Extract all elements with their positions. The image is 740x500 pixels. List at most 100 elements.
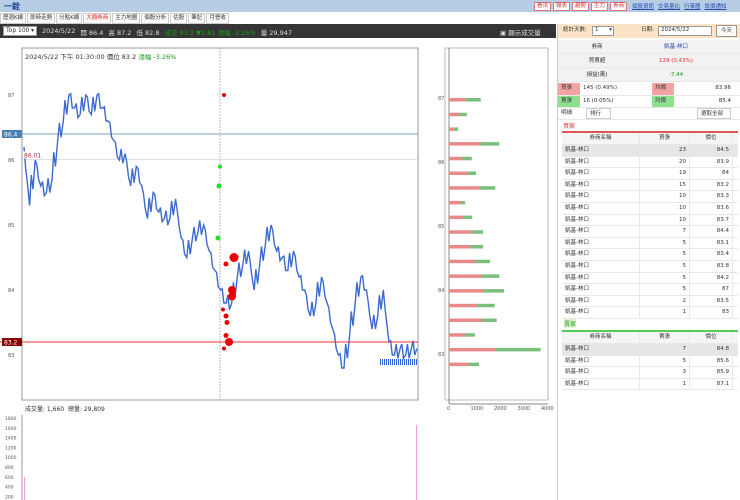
broker-cell: 凱基-林口 xyxy=(562,145,640,156)
tab-branch-k[interactable]: 分點K線 xyxy=(56,13,83,24)
y-tick-label: 84 xyxy=(8,288,14,294)
table-row[interactable]: 凱基-林口 5 84.2 xyxy=(562,272,738,285)
table-row[interactable]: 凱基-林口 1 87.1 xyxy=(562,378,738,391)
sell-value: 16 (0.05%) xyxy=(583,97,614,104)
qty-cell: 5 xyxy=(640,249,690,260)
table-row[interactable]: 凱基-林口 23 84.5 xyxy=(562,145,738,157)
table-row[interactable]: 凱基-林口 15 83.2 xyxy=(562,179,738,192)
table-row[interactable]: 凱基-林口 1 83 xyxy=(562,307,738,319)
table-row[interactable]: 凱基-林口 3 85.9 xyxy=(562,367,738,379)
sell-bar xyxy=(453,127,459,131)
price-alert-link[interactable]: 設價通知 xyxy=(704,4,727,10)
col-price[interactable]: 價位 xyxy=(690,332,733,343)
sell-bar xyxy=(467,171,477,175)
volume-bar xyxy=(416,425,418,500)
dist-y-tick: 86 xyxy=(438,160,444,166)
table-row[interactable]: 凱基-林口 7 84.8 xyxy=(562,344,738,356)
sell-bar xyxy=(484,289,504,293)
dist-x-tick: 3000 xyxy=(518,406,531,412)
qty-cell: 3 xyxy=(640,367,690,378)
sort-tab[interactable]: 排行 xyxy=(586,108,611,119)
quote-bar: Top 100 ▾ 2024/5/22 開 86.4 高 87.2 低 82.8 … xyxy=(0,24,556,38)
sell-bar xyxy=(480,142,500,146)
price-cell: 85.9 xyxy=(690,367,733,378)
broker-cell: 凱基-林口 xyxy=(562,237,640,249)
table-row[interactable]: 凱基-林口 20 83.9 xyxy=(562,156,738,169)
table-row[interactable]: 凱基-林口 19 84 xyxy=(562,168,738,180)
tab-notes[interactable]: 筆記 xyxy=(188,13,206,24)
price-cell: 83.6 xyxy=(690,202,733,214)
qty-cell: 7 xyxy=(640,226,690,237)
report-button[interactable]: 報表 xyxy=(553,2,571,11)
broker-button[interactable]: 券商 xyxy=(610,2,628,11)
sell-bar xyxy=(461,156,472,161)
table-row[interactable]: 凱基-林口 10 83.6 xyxy=(562,202,738,215)
table-row[interactable]: 凱基-林口 5 83.8 xyxy=(562,260,738,273)
volume-ratio-link[interactable]: 交易量比 xyxy=(658,4,681,10)
tab-weekly-k[interactable]: 歷週K線 xyxy=(0,13,27,24)
show-volume-checkbox[interactable]: ▣ 顯示成交量 xyxy=(500,27,541,37)
table-row[interactable]: 凱基-林口 7 84.4 xyxy=(562,226,738,238)
tab-realtime[interactable]: 即時走勢 xyxy=(27,13,56,24)
days-select[interactable]: 1 ▾ xyxy=(592,26,614,36)
sell-bar xyxy=(471,230,484,234)
select-all-button[interactable]: 選取全部 xyxy=(697,108,731,119)
list-select[interactable]: Top 100 ▾ xyxy=(3,26,37,36)
chart-info: 2024/5/22 下午 01:30:00 價位 83.2 漲幅 -3.26% xyxy=(25,51,176,61)
today-button[interactable]: 今天 xyxy=(716,25,737,37)
detail-tab[interactable]: 明細 xyxy=(561,110,573,116)
broker-cell: 凱基-林口 xyxy=(562,191,640,202)
table-row[interactable]: 凱基-林口 10 83.3 xyxy=(562,191,738,203)
quote-change: 成交 83.2 ▼2.81 漲幅 -3.26% xyxy=(164,29,256,37)
tab-revenue[interactable]: 月營收 xyxy=(206,13,229,24)
tab-analysis[interactable]: 個股分析 xyxy=(141,13,170,24)
col-qty[interactable]: 買張 xyxy=(640,133,690,144)
col-broker[interactable]: 券商名稱 xyxy=(562,332,640,343)
table-row[interactable]: 凱基-林口 5 83.1 xyxy=(562,237,738,250)
price-tag-bg xyxy=(23,151,43,159)
dist-y-tick: 87 xyxy=(438,96,444,102)
view-button[interactable]: 看法 xyxy=(534,2,552,11)
volume-y-tick: 1800 xyxy=(5,416,17,422)
date-label: 日期: xyxy=(641,27,654,33)
col-broker[interactable]: 券商名稱 xyxy=(562,133,640,144)
buy-bar xyxy=(449,259,477,264)
stock-info-link[interactable]: 個股資訊 xyxy=(632,4,655,10)
y-tick-label: 85 xyxy=(8,223,14,229)
table-row[interactable]: 凱基-林口 5 85.6 xyxy=(562,355,738,368)
trend-button[interactable]: 趨勢 xyxy=(572,2,590,11)
main-force-button[interactable]: 主力 xyxy=(591,2,609,11)
calendar-link[interactable]: 行事曆 xyxy=(684,4,701,10)
buy-bar xyxy=(449,230,472,234)
tab-valuation[interactable]: 估股 xyxy=(170,13,188,24)
broker-label: 券商 xyxy=(591,44,603,50)
days-value: 1 xyxy=(595,27,599,33)
dist-y-tick: 83 xyxy=(438,352,444,358)
tab-main-map[interactable]: 主力地圖 xyxy=(112,13,141,24)
buy-bar xyxy=(449,347,496,352)
volume-y-tick: 800 xyxy=(5,465,14,471)
qty-cell: 1 xyxy=(640,378,690,390)
volume-total: 總量: 29,809 xyxy=(67,406,105,413)
col-qty[interactable]: 賣張 xyxy=(640,332,690,343)
sell-bar xyxy=(476,259,491,264)
price-tick xyxy=(402,359,403,365)
broker-cell: 凱基-林口 xyxy=(562,168,640,179)
tab-big-broker[interactable]: 大額券商 xyxy=(83,13,112,24)
table-row[interactable]: 凱基-林口 5 87 xyxy=(562,284,738,296)
date-input[interactable]: 2024/5/22 xyxy=(658,26,712,36)
broker-value[interactable]: 凱基-林口 xyxy=(664,44,688,50)
broker-trade-dot xyxy=(215,235,221,241)
col-price[interactable]: 價位 xyxy=(690,133,733,144)
table-row[interactable]: 凱基-林口 5 83.4 xyxy=(562,249,738,261)
buy-bar xyxy=(449,142,481,146)
broker-cell: 凱基-林口 xyxy=(562,179,640,191)
table-row[interactable]: 凱基-林口 10 83.7 xyxy=(562,214,738,227)
sell-bar xyxy=(460,200,466,205)
table-row[interactable]: 凱基-林口 2 83.5 xyxy=(562,295,738,308)
qty-cell: 20 xyxy=(640,156,690,168)
price-cell: 83.8 xyxy=(690,260,733,272)
sell-bar xyxy=(496,347,541,352)
dist-x-tick: 1000 xyxy=(471,406,484,412)
volume-y-tick: 1400 xyxy=(5,436,17,442)
